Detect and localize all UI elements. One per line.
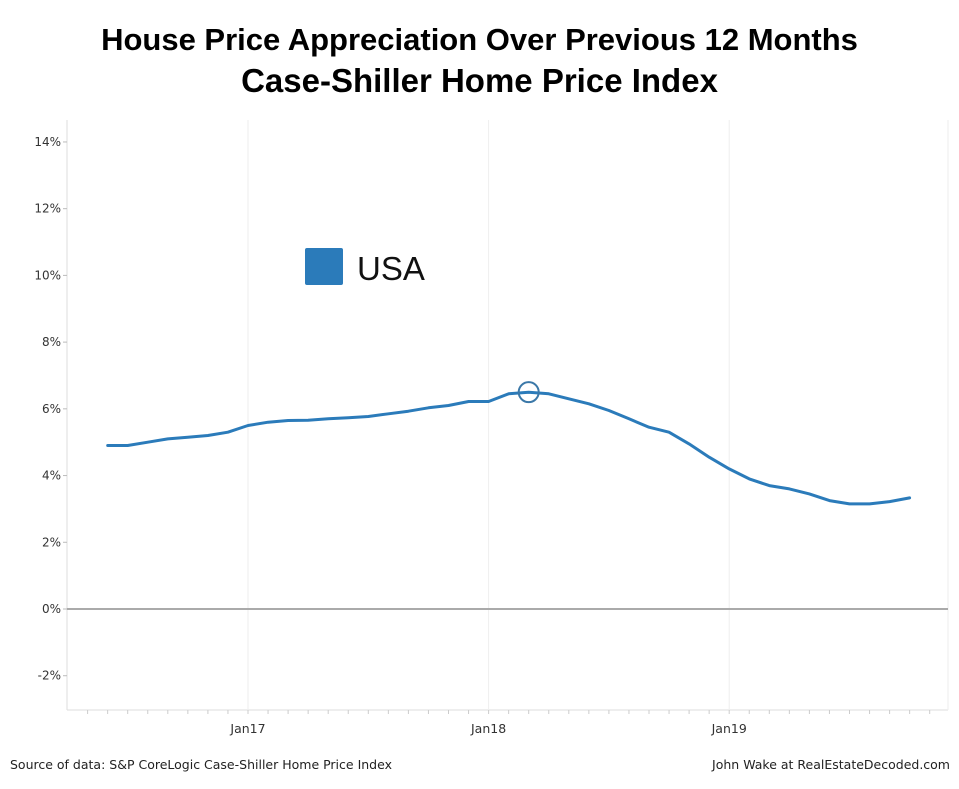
source-note: Source of data: S&P CoreLogic Case-Shill…: [10, 757, 392, 772]
y-tick-label: 8%: [42, 335, 61, 349]
y-tick-label: 4%: [42, 469, 61, 483]
legend-swatch: [305, 248, 343, 285]
highlight-marker: [517, 381, 540, 404]
y-tick-label: 10%: [34, 268, 61, 282]
x-tick-label: Jan19: [711, 721, 747, 736]
chart-subtitle: Case-Shiller Home Price Index: [241, 62, 718, 99]
y-tick-label: 12%: [34, 202, 61, 216]
x-tick-label: Jan17: [229, 721, 265, 736]
legend-label: USA: [357, 250, 425, 287]
credit-note: John Wake at RealEstateDecoded.com: [712, 757, 950, 772]
y-tick-label: 14%: [34, 135, 61, 149]
chart-title: House Price Appreciation Over Previous 1…: [101, 22, 858, 57]
series-line-usa: [106, 390, 912, 506]
y-tick-label: 2%: [42, 535, 61, 549]
y-tick-label: -2%: [38, 669, 61, 683]
x-tick-label: Jan18: [470, 721, 506, 736]
y-tick-label: 6%: [42, 402, 61, 416]
y-tick-label: 0%: [42, 602, 61, 616]
